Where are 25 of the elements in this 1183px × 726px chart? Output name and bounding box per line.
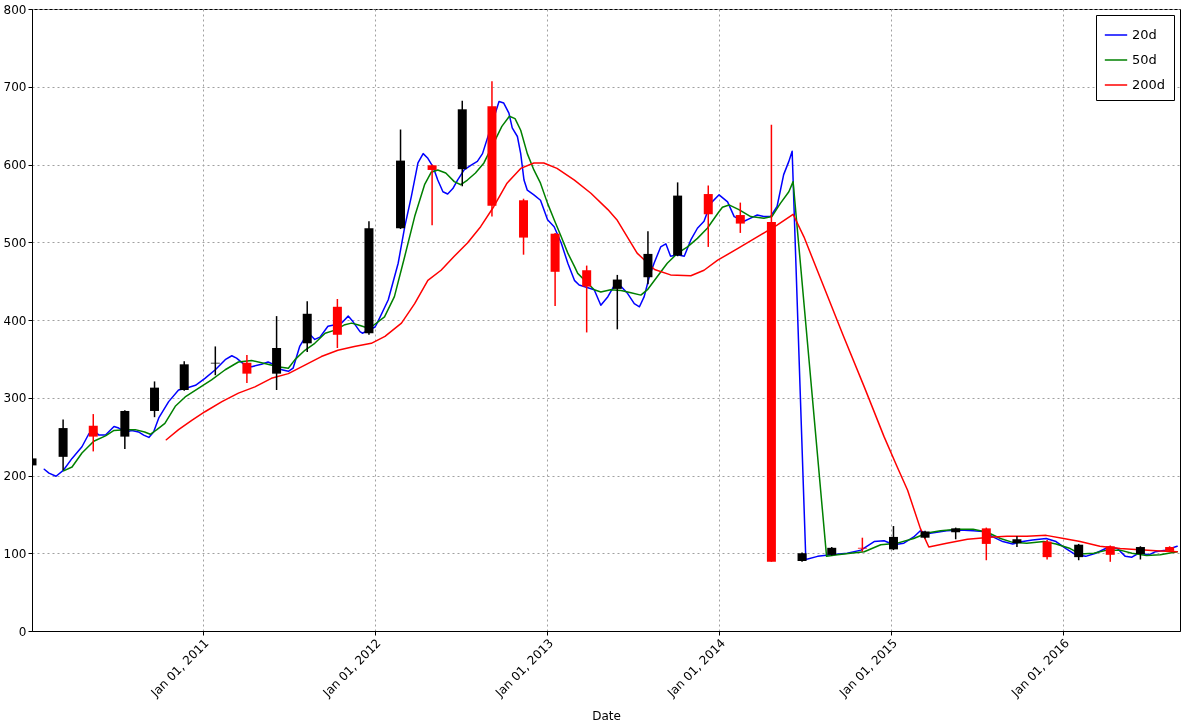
candlestick: [612, 274, 622, 331]
candlestick: [1042, 539, 1052, 561]
y-tick-label: 100: [3, 546, 27, 561]
y-tick-label: 300: [3, 391, 27, 406]
y-tick-label: 800: [3, 2, 27, 17]
candlestick: [242, 354, 252, 384]
candlestick: [582, 264, 592, 334]
legend-label: 20d: [1132, 27, 1157, 42]
candlestick: [735, 201, 745, 234]
y-tick-label: 700: [3, 80, 27, 95]
candlestick: [703, 184, 713, 248]
y-tick-label: 600: [3, 158, 27, 172]
candlestick: [210, 345, 220, 376]
candlestick: [88, 413, 98, 453]
candlestick: [427, 163, 437, 226]
candlestick: [643, 230, 653, 285]
legend-label: 200d: [1132, 77, 1166, 92]
y-tick-label: 200: [3, 469, 27, 483]
y-tick-label: 400: [3, 313, 27, 328]
x-axis-title: Date: [592, 708, 621, 723]
candlestick: [888, 525, 898, 551]
y-tick-label: 0: [18, 624, 27, 639]
y-tick-label: 500: [3, 235, 27, 250]
legend-label: 50d: [1132, 52, 1157, 67]
candlestick: [150, 380, 160, 418]
